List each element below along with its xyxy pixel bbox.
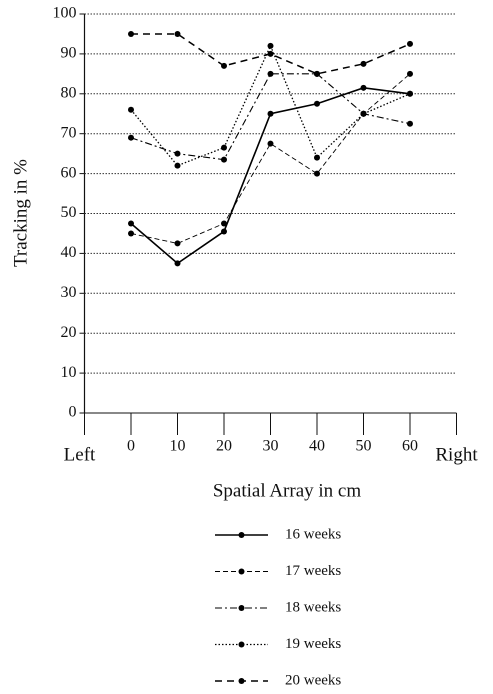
data-point	[314, 70, 320, 77]
legend-label: 18 weeks	[285, 599, 341, 615]
data-point	[174, 240, 181, 247]
data-point	[360, 60, 367, 67]
data-point	[314, 154, 320, 161]
legend-marker	[238, 532, 245, 538]
y-tick-label: 40	[61, 244, 77, 261]
x-tick-label: 10	[170, 438, 186, 455]
data-point	[221, 228, 227, 235]
data-point	[128, 134, 134, 141]
data-point	[174, 260, 181, 267]
y-tick-label: 70	[61, 124, 77, 141]
legend-marker	[238, 678, 245, 684]
y-tick-label: 100	[53, 5, 77, 22]
x-tick-label: 0	[127, 438, 135, 455]
data-point	[128, 220, 134, 227]
legend-marker	[238, 568, 245, 575]
legend-marker	[238, 641, 245, 648]
x-tick-label: Left	[64, 444, 96, 465]
y-tick-label: 80	[61, 84, 77, 101]
data-point	[360, 84, 367, 91]
data-point	[128, 230, 134, 237]
x-tick-label: 40	[309, 438, 325, 455]
data-point	[174, 150, 181, 157]
data-point	[267, 42, 274, 49]
y-tick-label: 60	[61, 164, 77, 181]
y-tick-label: 90	[61, 45, 77, 62]
data-point	[128, 30, 134, 37]
y-tick-label: 30	[61, 284, 77, 301]
data-point	[221, 156, 227, 163]
y-tick-label: 0	[69, 404, 77, 421]
data-point	[314, 170, 320, 177]
legend-label: 19 weeks	[285, 636, 341, 652]
data-point	[267, 140, 274, 147]
data-point	[128, 106, 134, 113]
x-tick-label: 50	[356, 438, 372, 455]
x-tick-label: 30	[263, 438, 279, 455]
data-point	[360, 110, 367, 117]
data-point	[174, 162, 181, 169]
data-point	[221, 220, 227, 227]
series-line	[130, 73, 411, 244]
y-axis-label: Tracking in %	[10, 159, 31, 267]
data-point	[221, 144, 227, 151]
data-point	[174, 30, 181, 37]
data-point	[267, 70, 274, 77]
series-line	[130, 44, 411, 167]
data-point	[407, 40, 413, 47]
data-point	[407, 120, 413, 127]
x-axis-label: Spatial Array in cm	[213, 480, 361, 501]
x-tick-label: 60	[402, 438, 418, 455]
data-point	[267, 110, 274, 117]
x-tick-label: 20	[216, 438, 232, 455]
data-point	[221, 62, 227, 69]
legend-marker	[238, 605, 245, 611]
legend-label: 20 weeks	[285, 672, 341, 688]
data-point	[267, 50, 274, 57]
y-tick-label: 50	[61, 204, 77, 221]
y-tick-label: 20	[61, 324, 77, 341]
data-point	[314, 100, 320, 107]
legend-label: 17 weeks	[285, 563, 341, 579]
y-tick-label: 10	[61, 364, 77, 381]
x-tick-label: Right	[435, 444, 478, 465]
data-point	[407, 70, 413, 77]
data-point	[407, 90, 413, 97]
legend-label: 16 weeks	[285, 526, 341, 542]
